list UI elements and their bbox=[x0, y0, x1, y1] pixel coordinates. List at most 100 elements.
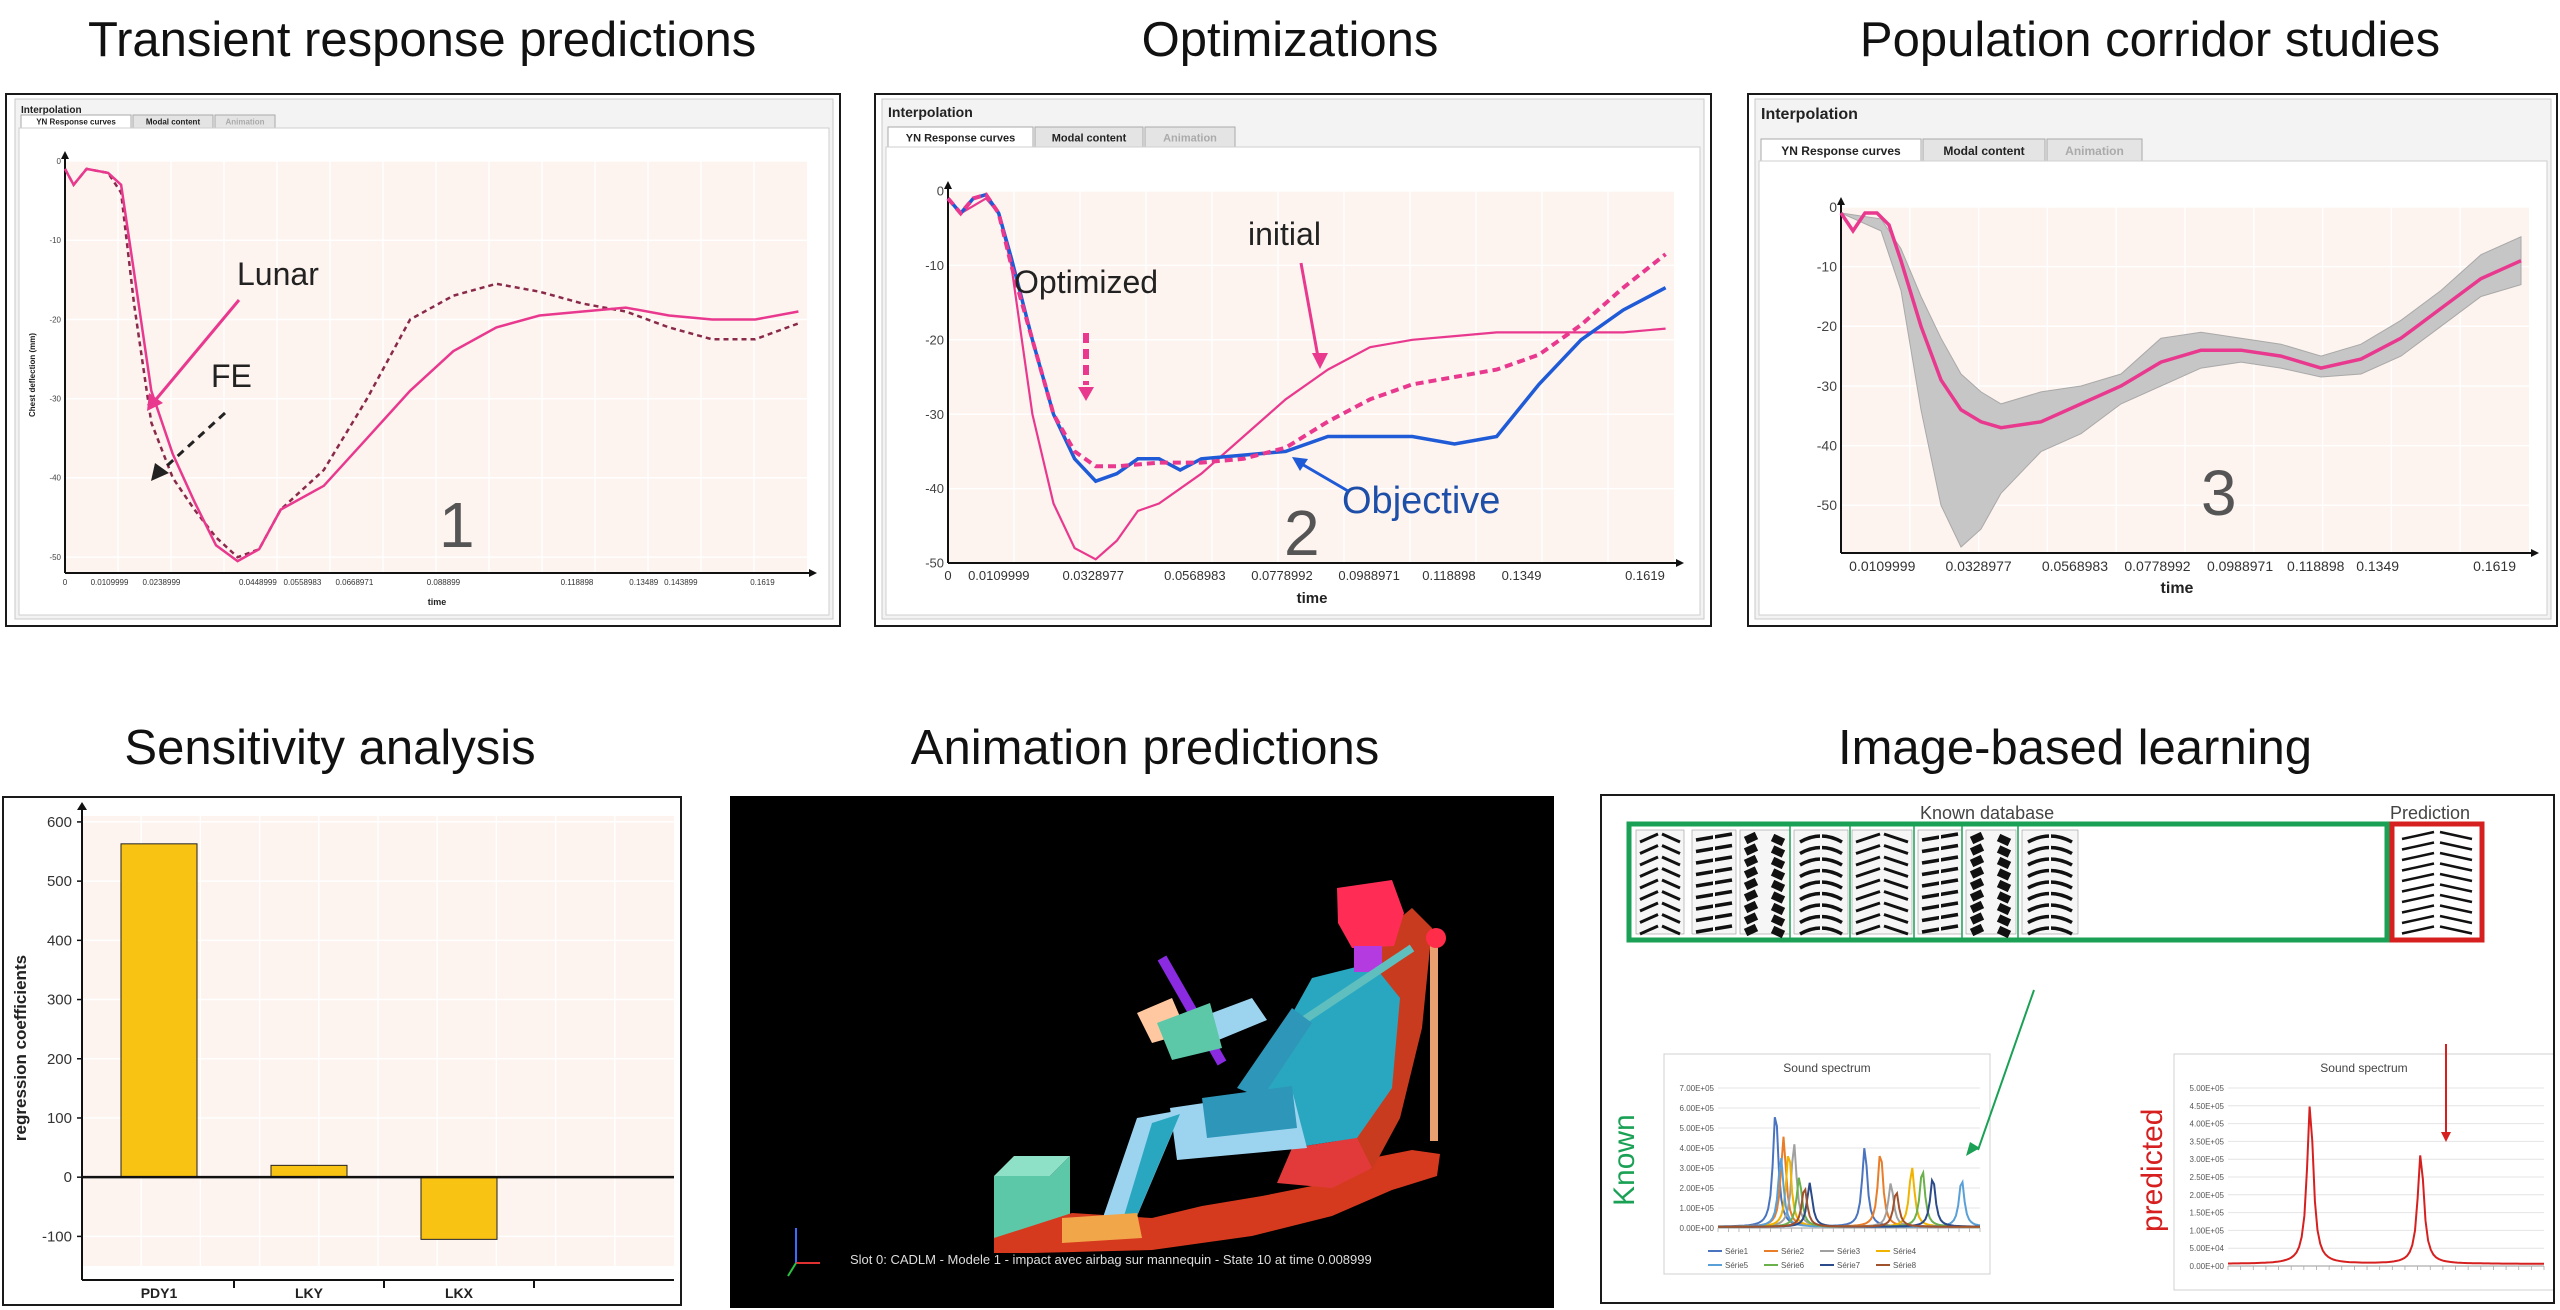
y-axis-arrow bbox=[1837, 197, 1845, 205]
prediction-label: Prediction bbox=[2390, 803, 2471, 823]
predicted-spectrum-y-tick: 3.50E+05 bbox=[2190, 1137, 2225, 1146]
pred-tread-mark bbox=[2439, 851, 2473, 862]
tread-mark bbox=[1639, 855, 1659, 867]
tread-mark bbox=[1743, 900, 1759, 914]
y-tick-label: 600 bbox=[47, 814, 72, 831]
tread-mark bbox=[1969, 900, 1985, 914]
legend-label: Série6 bbox=[1781, 1261, 1805, 1270]
y-tick-label: 100 bbox=[47, 1110, 72, 1127]
pred-tread-mark bbox=[2439, 830, 2473, 841]
series-optimized bbox=[946, 192, 1667, 469]
x-tick-label: 0.1349 bbox=[2356, 558, 2399, 574]
known-spectrum-y-tick: 1.00E+05 bbox=[1680, 1204, 1715, 1213]
tread-mark bbox=[1969, 912, 1985, 925]
predicted-spectrum-y-tick: 4.50E+05 bbox=[2190, 1102, 2225, 1111]
tread-mark bbox=[1661, 867, 1681, 878]
legend-label: Série1 bbox=[1725, 1247, 1749, 1256]
panel-number-3: 3 bbox=[2201, 457, 2237, 529]
y-tick-label: -10 bbox=[925, 258, 944, 273]
x-tick-label: 0.0988971 bbox=[2207, 558, 2273, 574]
y-tick-label: 500 bbox=[47, 873, 72, 890]
tread-mark bbox=[1996, 868, 2012, 881]
y-tick-label: 300 bbox=[47, 992, 72, 1009]
tread-mark bbox=[1639, 913, 1659, 924]
x-tick-label: 0.0558983 bbox=[284, 578, 322, 587]
tread-mark bbox=[1969, 843, 1985, 856]
predicted-spectrum-title: Sound spectrum bbox=[2320, 1061, 2407, 1075]
y-tick-label: 0 bbox=[64, 1169, 72, 1186]
y-tick-label: -50 bbox=[925, 556, 944, 571]
tread-mark bbox=[1883, 890, 1909, 901]
sensitivity-chart: 600 500 400 300 200 100 0 -100 PDY1 LKY LKX regress… bbox=[11, 802, 674, 1301]
tread-mark bbox=[1770, 914, 1786, 927]
arrow-initial-head bbox=[1312, 353, 1328, 369]
tread-mark bbox=[1969, 831, 1985, 845]
x-axis-label: time bbox=[2161, 580, 2194, 597]
y-tick-label: -30 bbox=[1817, 378, 1837, 394]
x-tick-label: 0.0778992 bbox=[1251, 568, 1312, 583]
y-tick-label: -40 bbox=[925, 481, 944, 496]
x-tick-label: 0.1619 bbox=[2473, 558, 2516, 574]
panel-transient: Interpolation YN Response curves Modal con… bbox=[5, 93, 841, 627]
pred-tread-mark bbox=[2439, 872, 2473, 883]
tread-mark bbox=[1883, 844, 1909, 855]
tread-mark bbox=[1883, 913, 1909, 924]
predicted-spectrum-y-tick: 1.00E+05 bbox=[2190, 1226, 2225, 1235]
pred-tread-mark bbox=[2401, 841, 2435, 851]
dummy-scene bbox=[787, 880, 1446, 1277]
arrow-lunar-head bbox=[147, 393, 163, 411]
title-sensitivity: Sensitivity analysis bbox=[124, 721, 536, 775]
y-tick-label: -20 bbox=[49, 315, 61, 324]
predicted-spectrum-y-tick: 5.00E+04 bbox=[2190, 1244, 2225, 1253]
tab-label-2: Animation bbox=[2065, 144, 2124, 158]
label-lunar: Lunar bbox=[237, 256, 319, 292]
x-axis-arrow bbox=[809, 569, 817, 577]
known-spectrum-title: Sound spectrum bbox=[1783, 1061, 1870, 1075]
y-tick-label: -40 bbox=[49, 474, 61, 483]
known-spectrum-y-tick: 7.00E+05 bbox=[1680, 1084, 1715, 1093]
x-tick-label: LKX bbox=[445, 1285, 474, 1301]
y-axis-arrow bbox=[944, 181, 952, 189]
x-tick-label: 0.118898 bbox=[561, 578, 594, 587]
tread-mark bbox=[1883, 867, 1909, 878]
pedal-box-top bbox=[994, 1156, 1070, 1176]
tread-mark bbox=[1855, 832, 1881, 844]
tread-mark bbox=[1639, 924, 1659, 936]
x-axis-arrow bbox=[2531, 549, 2539, 557]
image-learning-graphics: Sound spectrum 7.00E+05 6.00E+05 5.00E+05 4.… bbox=[1626, 821, 2553, 1291]
tread-mark bbox=[1661, 855, 1681, 867]
known-spectrum-y-tick: 5.00E+05 bbox=[1680, 1124, 1715, 1133]
pred-tread-mark bbox=[2439, 862, 2473, 872]
arrow-optimized-head bbox=[1078, 387, 1094, 401]
dummy-foot bbox=[1062, 1213, 1142, 1243]
panel-population: Interpolation YN Response curves Modal con… bbox=[1747, 93, 2558, 627]
series-lunar bbox=[63, 167, 799, 563]
bar-LKX bbox=[420, 1176, 498, 1240]
dummy-shin bbox=[1124, 1114, 1180, 1218]
x-tick-label: 0 bbox=[63, 578, 68, 587]
predicted-spectrum-y-tick: 2.50E+05 bbox=[2190, 1173, 2225, 1182]
predicted-spectrum-series-1 bbox=[2228, 1106, 2544, 1265]
known-spectrum-y-tick: 0.00E+00 bbox=[1680, 1224, 1715, 1233]
title-population: Population corridor studies bbox=[1859, 13, 2441, 67]
x-tick-label: 0.143899 bbox=[664, 578, 698, 587]
tread-mark bbox=[1661, 901, 1681, 913]
pred-tread-mark bbox=[2401, 914, 2435, 925]
x-tick-label: 0.0988971 bbox=[1338, 568, 1399, 583]
known-spectrum-y-tick: 3.00E+05 bbox=[1680, 1164, 1715, 1173]
panel-sensitivity: 600 500 400 300 200 100 0 -100 PDY1 LKY LKX regress… bbox=[2, 796, 682, 1306]
predicted-spectrum-y-tick: 3.00E+05 bbox=[2190, 1155, 2225, 1164]
tread-mark bbox=[1770, 845, 1786, 858]
tab-label-2: Animation bbox=[225, 117, 264, 126]
y-tick-label: 0 bbox=[57, 157, 62, 166]
y-axis-label: Chest deflection (mm) bbox=[28, 333, 37, 417]
pred-tread-mark bbox=[2401, 904, 2435, 914]
tread-mark bbox=[1661, 924, 1681, 936]
known-db-label: Known database bbox=[1920, 803, 2055, 823]
x-tick-label: 0.088899 bbox=[427, 578, 461, 587]
tread-mark bbox=[1639, 878, 1659, 890]
tread-mark bbox=[1855, 913, 1881, 924]
legend-label: Série5 bbox=[1725, 1261, 1749, 1270]
x-tick-label: 0.1619 bbox=[1625, 568, 1665, 583]
